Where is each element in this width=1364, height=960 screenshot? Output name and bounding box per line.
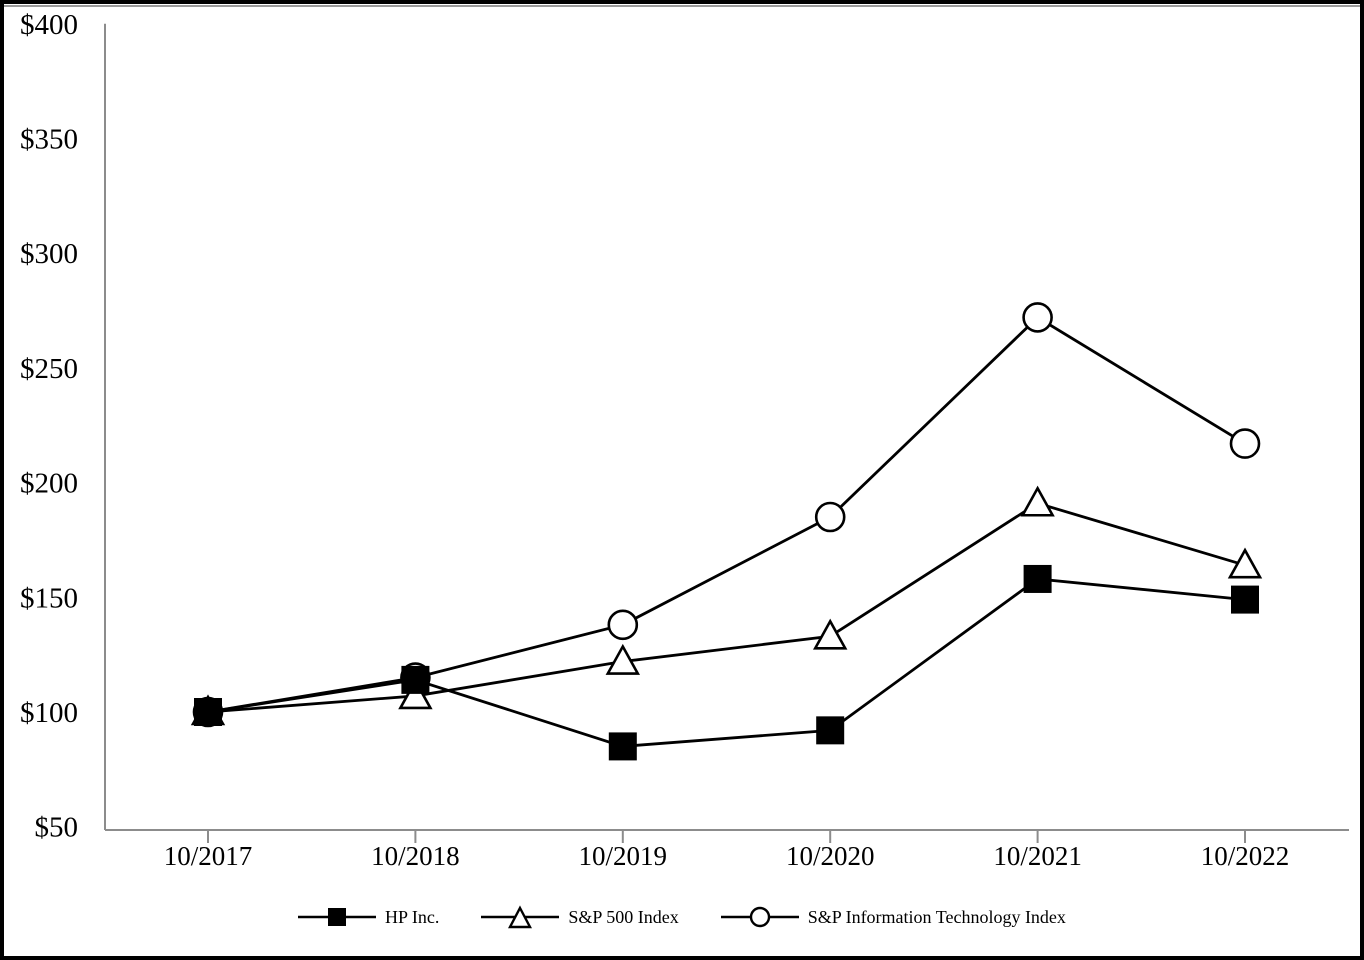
y-tick-label: $350 bbox=[20, 124, 78, 156]
data-point-triangle bbox=[398, 678, 433, 710]
y-tick-label: $50 bbox=[35, 812, 79, 844]
legend-label-spit: S&P Information Technology Index bbox=[807, 906, 1066, 927]
performance-line-chart: $400 $350 $300 $250 $200 $150 $100 $50 10/2017 10… bbox=[20, 9, 1349, 871]
y-tick-label: $300 bbox=[20, 238, 78, 270]
y-tick-label: $400 bbox=[20, 9, 78, 41]
square-marker-icon bbox=[298, 908, 377, 926]
data-point-circle bbox=[814, 501, 846, 533]
data-point-triangle bbox=[1020, 485, 1055, 517]
x-tick-label: 10/2020 bbox=[786, 841, 875, 871]
legend-label-hp: HP Inc. bbox=[385, 906, 440, 927]
legend-item-hp: HP Inc. bbox=[298, 902, 439, 932]
data-point-square bbox=[816, 716, 845, 745]
y-tick-label: $100 bbox=[20, 697, 78, 729]
data-point-square bbox=[1023, 564, 1052, 593]
inner-top-rule bbox=[4, 5, 1360, 7]
data-point-square bbox=[401, 665, 430, 694]
x-tick-label: 10/2021 bbox=[993, 841, 1082, 871]
legend-item-spit: S&P Information Technology Index bbox=[720, 902, 1066, 932]
data-point-circle bbox=[607, 609, 639, 641]
data-point-square bbox=[1231, 585, 1259, 614]
y-tick-label: $250 bbox=[20, 353, 78, 385]
series-line-triangle bbox=[207, 501, 1246, 714]
x-tick-label: 10/2019 bbox=[579, 841, 668, 871]
triangle-marker-icon bbox=[481, 905, 560, 929]
x-tick-label: 10/2017 bbox=[164, 841, 253, 871]
data-point-circle bbox=[1022, 302, 1053, 333]
series-line-circle bbox=[207, 315, 1246, 714]
y-tick-label: $200 bbox=[20, 468, 78, 500]
data-point-square bbox=[194, 698, 222, 726]
x-tick-label: 10/2022 bbox=[1201, 841, 1290, 871]
circle-marker-icon bbox=[720, 906, 799, 928]
x-tick-label: 10/2018 bbox=[371, 841, 460, 871]
legend-label-sp500: S&P 500 Index bbox=[568, 906, 679, 927]
legend-item-sp500: S&P 500 Index bbox=[481, 902, 679, 932]
y-tick-label: $150 bbox=[20, 582, 78, 614]
data-point-circle bbox=[1229, 428, 1261, 459]
data-point-triangle bbox=[1227, 547, 1263, 579]
data-point-square bbox=[608, 732, 637, 761]
data-point-triangle bbox=[812, 618, 848, 650]
chart-legend: HP Inc. S&P 500 Index S&P Information Te… bbox=[4, 902, 1360, 932]
data-point-triangle bbox=[605, 643, 641, 675]
series-line-square bbox=[207, 577, 1246, 748]
